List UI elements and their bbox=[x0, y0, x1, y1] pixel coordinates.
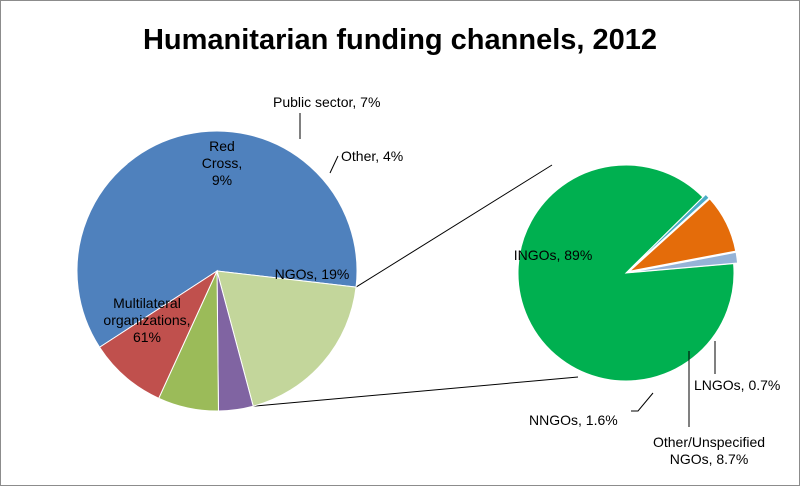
connector-lines bbox=[253, 164, 579, 407]
chart-title: Humanitarian funding channels, 2012 bbox=[143, 24, 657, 56]
data-label-lngos-0-7-line-1: LNGOs, 0.7% bbox=[694, 377, 780, 393]
data-label-multilateral-organizations-61-line-1: Multilateral bbox=[113, 295, 181, 311]
slice-lngos-0-7 bbox=[628, 193, 710, 271]
connector-line-top bbox=[355, 164, 553, 288]
data-label-public-sector-7-line-1: Public sector, 7% bbox=[273, 94, 380, 110]
slice-red-cross-9 bbox=[98, 269, 219, 399]
main-pie bbox=[76, 130, 358, 412]
slice-nngos-1-6 bbox=[629, 251, 739, 273]
connector-line-bottom bbox=[253, 376, 579, 407]
data-label-other-4-line-1: Other, 4% bbox=[341, 148, 403, 164]
data-label-red-cross-9-line-1: Red bbox=[209, 138, 235, 154]
data-label-ngos-19-line-1: NGOs, 19% bbox=[275, 266, 350, 282]
data-label-multilateral-organizations-61-line-3: 61% bbox=[133, 329, 161, 345]
data-label-nngos-1-6-line-1: NNGOs, 1.6% bbox=[529, 412, 618, 428]
data-label-red-cross-9-line-3: 9% bbox=[212, 172, 232, 188]
data-label-multilateral-organizations-61-line-2: organizations, bbox=[103, 312, 190, 328]
data-label-ingos-89-line-1: INGOs, 89% bbox=[514, 247, 593, 263]
ngo-breakdown-pie bbox=[517, 164, 739, 382]
leader-line-nngos bbox=[631, 392, 654, 412]
leader-line-other bbox=[329, 155, 339, 174]
data-label-other-unspecified-ngos-8-7-line-2: NGOs, 8.7% bbox=[670, 451, 749, 467]
slice-ingos-89 bbox=[517, 164, 735, 382]
slice-multilateral-organizations-61 bbox=[76, 130, 358, 348]
slice-ngos-19 bbox=[216, 270, 357, 407]
data-label-other-unspecified-ngos-8-7-line-1: Other/Unspecified bbox=[653, 434, 765, 450]
slice-other-unspecified-ngos-8-7 bbox=[627, 198, 737, 273]
data-label-red-cross-9-line-2: Cross, bbox=[202, 155, 242, 171]
